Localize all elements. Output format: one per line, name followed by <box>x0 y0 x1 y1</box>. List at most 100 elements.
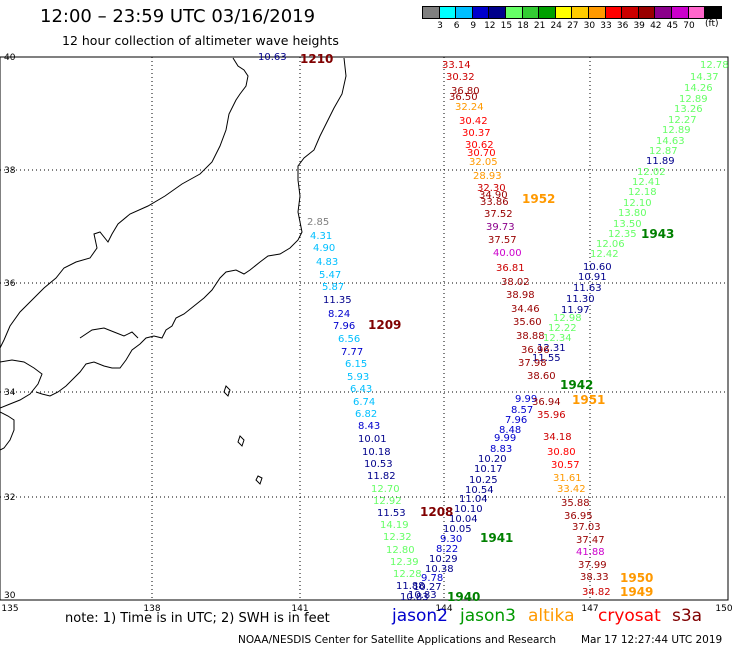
wave-height-value: 11.89 <box>646 156 675 167</box>
wave-height-value: 10.05 <box>443 524 472 535</box>
wave-height-value: 2.85 <box>307 217 329 228</box>
legend-labels: 3 6 9 12 15 18 21 24 27 30 33 36 39 42 45 70 <box>422 19 721 33</box>
wave-height-value: 6.43 <box>350 384 372 395</box>
wave-height-value: 11.04 <box>459 494 488 505</box>
track-1943: 12.7814.3714.2612.8913.2612.2712.8914.63… <box>590 60 729 260</box>
wave-height-value: 39.73 <box>486 222 515 233</box>
wave-height-value: 9.30 <box>440 534 462 545</box>
legend-label: 27 <box>567 21 579 31</box>
map-title: 12:00 – 23:59 UTC 03/16/2019 <box>40 6 316 27</box>
wave-height-value: 12.98 <box>553 313 582 324</box>
color-legend: 3 6 9 12 15 18 21 24 27 30 33 36 39 42 45 70 <box>422 6 722 33</box>
legend-label: 24 <box>550 21 562 31</box>
legend-label: 30 <box>583 21 596 31</box>
wave-height-value: 5.93 <box>347 372 369 383</box>
track-time-label: 1941 <box>480 531 513 545</box>
wave-height-value: 10.04 <box>449 514 478 525</box>
wave-height-value: 12.39 <box>390 557 419 568</box>
wave-height-value: 6.82 <box>355 409 377 420</box>
wave-height-value: 12.42 <box>590 249 619 260</box>
longitude-label: 141 <box>291 604 308 614</box>
wave-height-value: 11.55 <box>532 353 561 364</box>
wave-height-value: 30.57 <box>551 460 580 471</box>
legend-label: 36 <box>616 21 629 31</box>
wave-height-value: 10.54 <box>465 485 494 496</box>
wave-height-value: 38.98 <box>506 290 535 301</box>
track-1209: 2.85 4.314.90 4.83 5.475.87 11.35 8.247.96 6.5… <box>307 217 402 507</box>
wave-height-value: 13.80 <box>618 208 647 219</box>
track-time-label: 1943 <box>641 227 674 241</box>
legend-label: 12 <box>484 21 496 31</box>
wave-height-value: 37.98 <box>518 358 547 369</box>
legend-unit: (ft) <box>705 19 719 29</box>
coastline-kyushu <box>0 411 15 451</box>
longitude-label: 138 <box>143 604 160 614</box>
wave-height-value: 11.53 <box>377 508 406 519</box>
legend-swatch <box>704 6 722 19</box>
map-frame <box>0 56 729 601</box>
wave-height-value: 33.86 <box>480 197 509 208</box>
wave-height-value: 30.70 <box>467 148 496 159</box>
wave-height-value: 14.19 <box>380 520 409 531</box>
track-time-label: 1951 <box>572 393 605 407</box>
island-3 <box>255 475 263 485</box>
longitude-label: 135 <box>1 604 18 614</box>
wave-height-value: 4.31 <box>310 231 332 242</box>
wave-height-value: 5.47 <box>319 270 341 281</box>
legend-label: 33 <box>600 21 612 31</box>
coastline-pacific <box>35 57 347 397</box>
wave-height-value: 7.96 <box>333 321 355 332</box>
gridlines <box>0 57 728 600</box>
satellite-tracks: 10.63 1210 2.85 4.314.90 4.83 5.475.87 11.35 8.… <box>258 52 729 604</box>
wave-height-value: 12.27 <box>668 115 697 126</box>
wave-height-value: 6.56 <box>338 334 360 345</box>
legend-label: 42 <box>650 21 662 31</box>
wave-height-value: 11.82 <box>367 471 396 482</box>
wave-height-value: 10.20 <box>478 454 507 465</box>
wave-height-value: 32.24 <box>455 102 484 113</box>
coastline-peninsula <box>79 327 139 339</box>
wave-height-value: 37.03 <box>572 522 601 533</box>
track-time-label: 1952 <box>522 192 555 206</box>
longitude-label: 150 <box>715 604 732 614</box>
wave-height-value: 34.46 <box>511 304 540 315</box>
wave-height-value: 12.10 <box>623 198 652 209</box>
wave-height-value: 9.99 <box>494 433 516 444</box>
wave-height-value: 7.77 <box>341 347 363 358</box>
wave-height-value: 14.26 <box>684 83 713 94</box>
wave-height-value: 12.70 <box>371 484 400 495</box>
track-1952: 1952 <box>522 192 555 206</box>
wave-height-value: 8.83 <box>490 444 512 455</box>
wave-height-value: 8.48 <box>499 425 521 436</box>
legend-label: 39 <box>633 21 645 31</box>
wave-height-value: 37.57 <box>488 235 517 246</box>
wave-height-value: 38.02 <box>501 277 530 288</box>
wave-height-value: 35.96 <box>537 410 566 421</box>
wave-height-value: 34.18 <box>543 432 572 443</box>
legend-label: 9 <box>470 21 477 31</box>
legend-label: 15 <box>500 21 513 31</box>
legend-label: 6 <box>453 21 460 31</box>
satellite-s3a: s3a <box>672 606 703 626</box>
wave-height-value: 38.33 <box>580 572 609 583</box>
wave-height-value: 12.34 <box>543 333 572 344</box>
wave-height-value: 12.18 <box>628 187 657 198</box>
satellite-jason3: jason3 <box>460 606 516 626</box>
wave-height-value: 36.94 <box>532 397 561 408</box>
island-1 <box>223 385 231 397</box>
wave-height-value: 30.32 <box>446 72 475 83</box>
wave-height-value: 10.91 <box>578 272 607 283</box>
coastline <box>0 57 347 485</box>
wave-height-value: 10.60 <box>583 262 612 273</box>
track-time-label: 1209 <box>368 318 401 332</box>
wave-height-value: 10.18 <box>362 447 391 458</box>
track-1210: 10.63 1210 <box>258 52 333 66</box>
latitude-label: 32 <box>4 493 15 503</box>
track-1949: 1949 <box>620 585 653 599</box>
wave-height-value: 37.47 <box>576 535 605 546</box>
legend-label: 70 <box>683 21 695 31</box>
legend-label: 18 <box>517 21 529 31</box>
